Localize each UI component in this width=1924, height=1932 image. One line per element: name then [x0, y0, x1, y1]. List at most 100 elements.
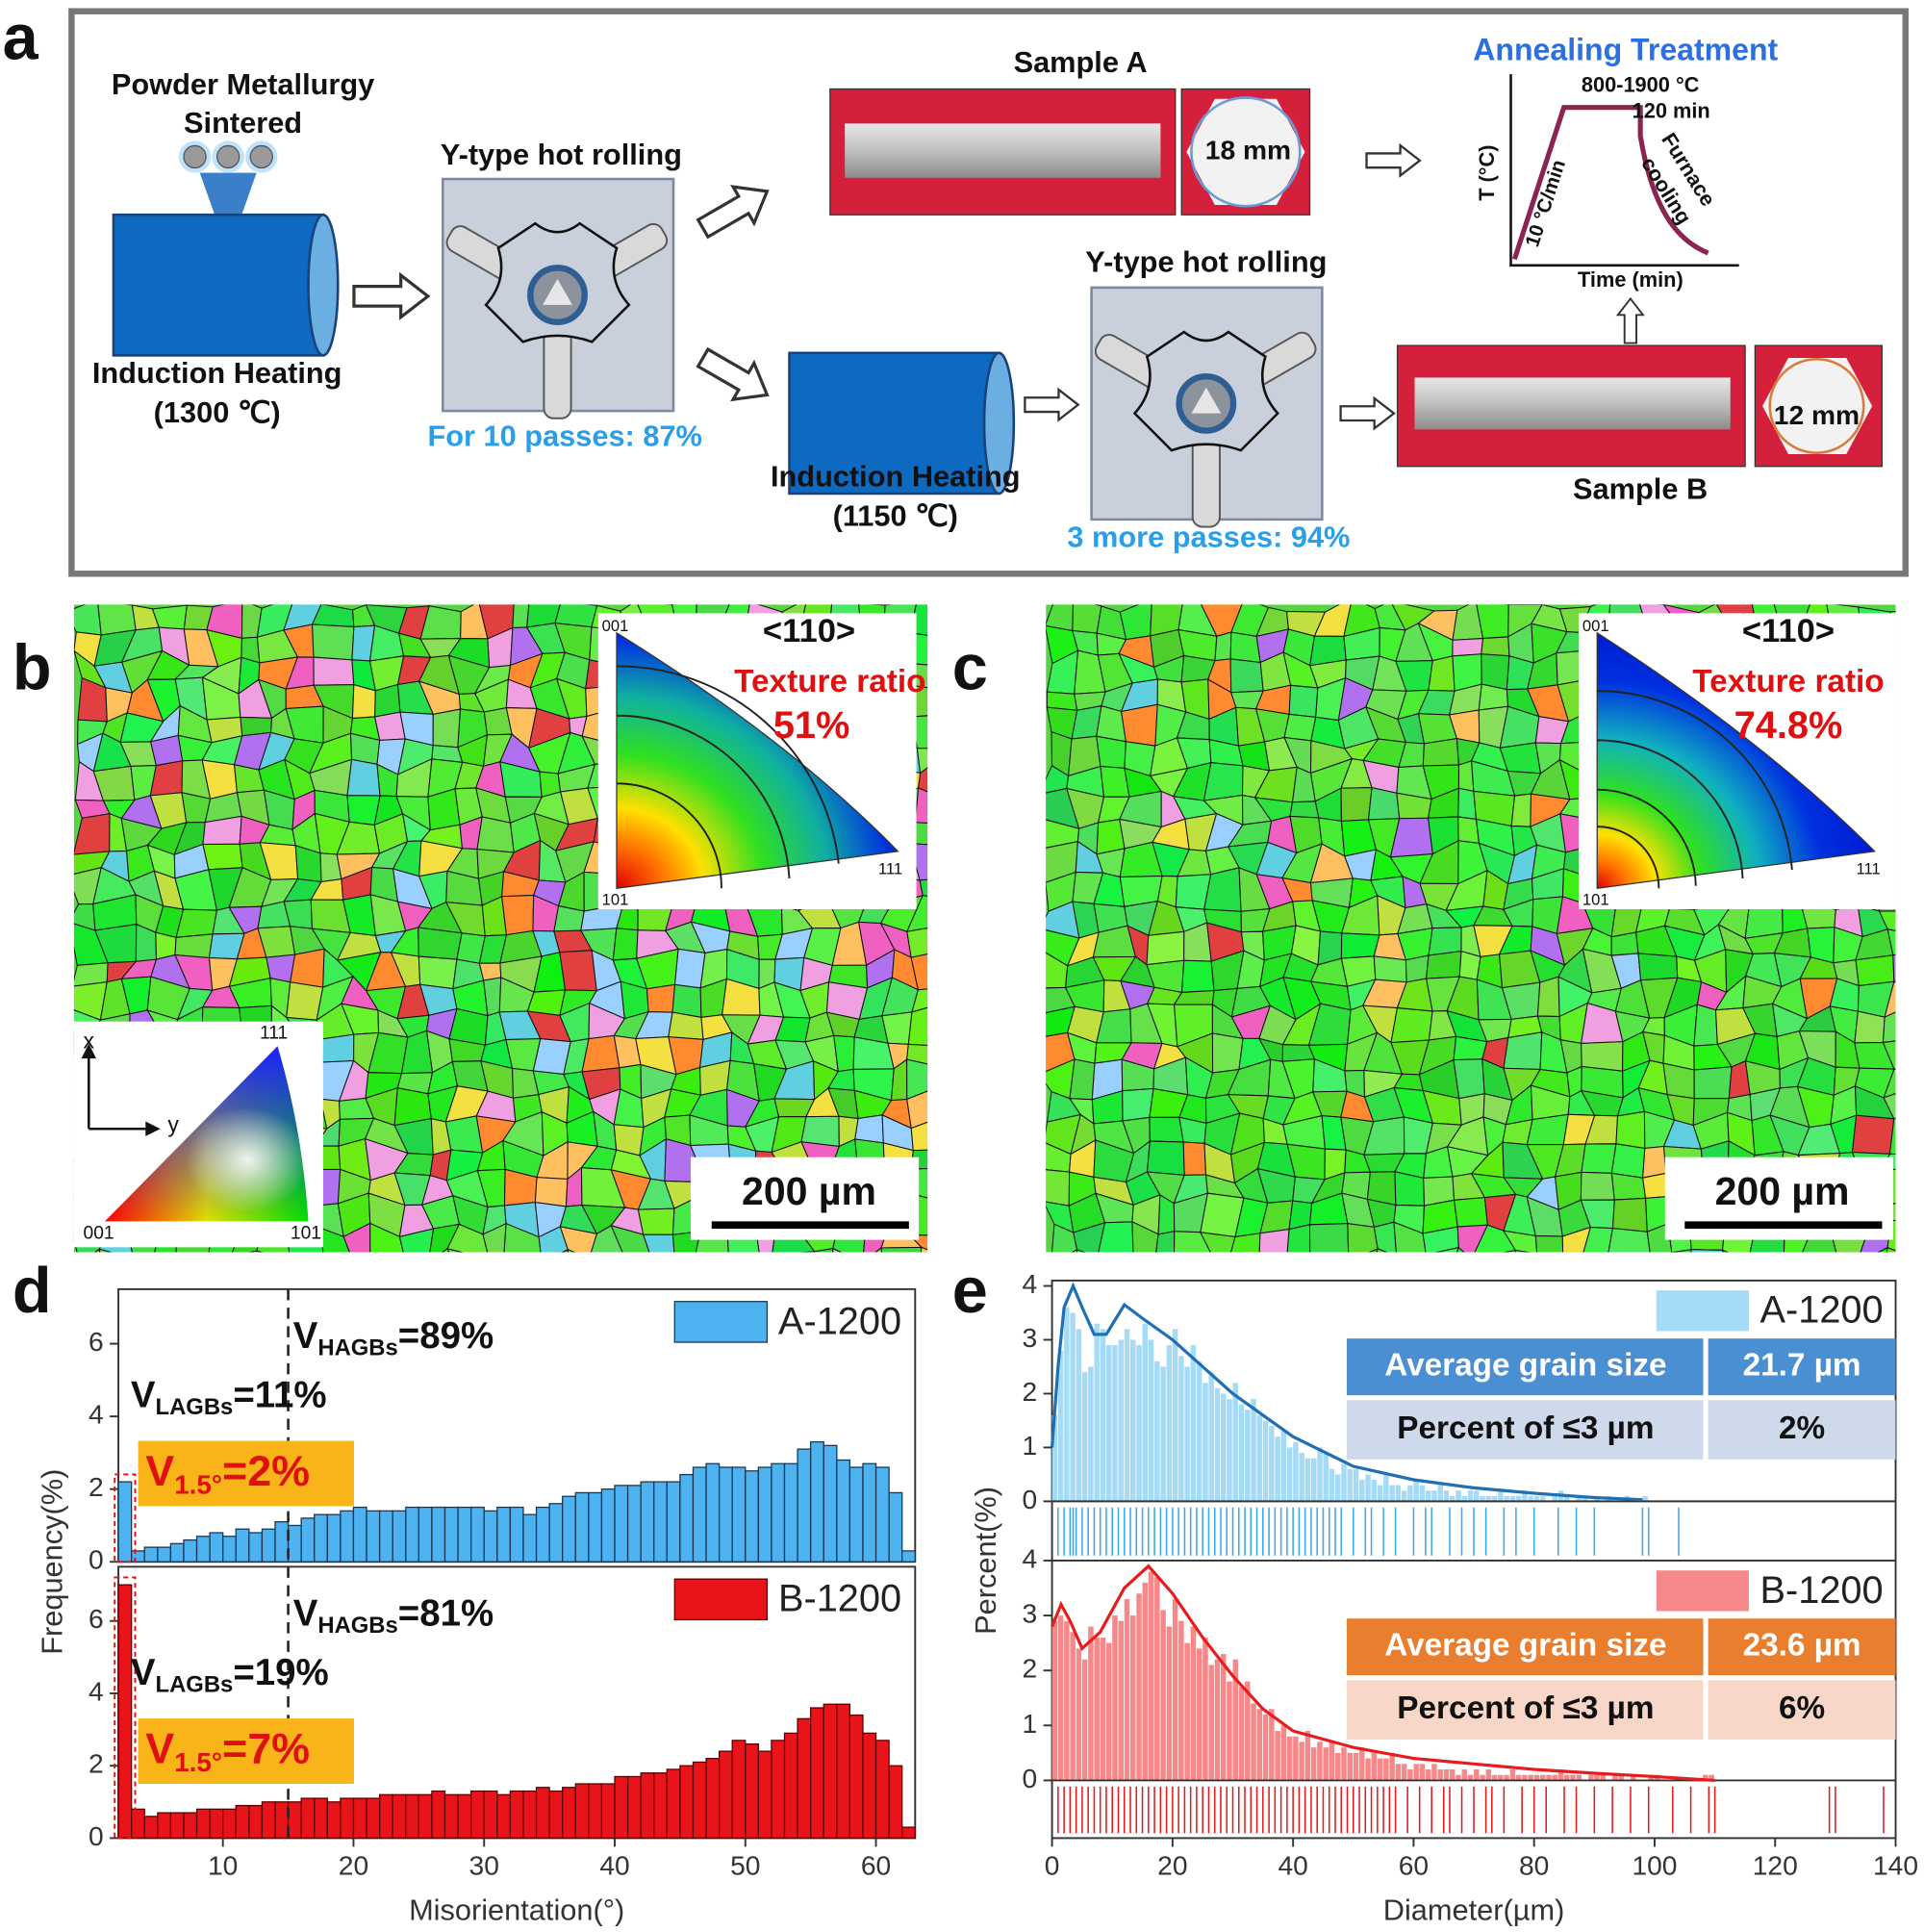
panel-label: a [3, 2, 39, 73]
bar [1552, 1495, 1557, 1502]
grain [1283, 713, 1317, 742]
bar [1154, 1577, 1160, 1781]
grain [1340, 787, 1373, 822]
grain [880, 1246, 923, 1253]
bar [1564, 1774, 1570, 1781]
grain [906, 895, 928, 932]
bar [888, 1765, 903, 1840]
bar [1443, 1769, 1450, 1781]
highlight [114, 1576, 137, 1840]
color-key [73, 1021, 323, 1248]
bar [1461, 1495, 1468, 1502]
grain [1610, 1172, 1647, 1201]
grain [561, 1248, 570, 1253]
bar [1136, 1593, 1142, 1781]
bar [483, 1790, 498, 1840]
bar [1407, 1769, 1413, 1781]
grain [1230, 1233, 1261, 1253]
bar [1528, 1495, 1533, 1502]
bar [1124, 1329, 1130, 1502]
grain [1919, 764, 1924, 800]
grain [1909, 850, 1924, 877]
y-tick-label: 2 [89, 1471, 104, 1502]
bar [588, 1491, 603, 1563]
bar [183, 1538, 198, 1563]
bar [248, 1804, 264, 1840]
bar [1323, 1747, 1329, 1781]
grain [1071, 1249, 1078, 1253]
ipf-corner: 111 [1856, 859, 1880, 877]
bar [1184, 1366, 1190, 1502]
grain [813, 1248, 834, 1253]
annotation-part: V [145, 1446, 174, 1495]
annotation-sub: LAGBs [156, 1395, 234, 1421]
table-text: Average grain size [1384, 1347, 1666, 1383]
bar [418, 1506, 433, 1563]
grain [1131, 1221, 1159, 1253]
bar [1256, 1414, 1263, 1502]
bar [1088, 1626, 1094, 1781]
bar [1124, 1598, 1130, 1781]
grain [914, 787, 928, 824]
scale-label: 200 µm [742, 1169, 876, 1213]
bar [1467, 1490, 1474, 1502]
grain [1721, 1249, 1729, 1253]
table-text: Percent of ≤3 µm [1397, 1690, 1654, 1726]
bar [1334, 1752, 1341, 1781]
y-tick-label: 1 [1023, 1430, 1038, 1461]
grain [1422, 738, 1459, 767]
bar [888, 1491, 903, 1563]
bar [366, 1797, 381, 1840]
ipf-corner: 101 [602, 890, 629, 908]
direction: <110> [1742, 613, 1835, 649]
bar [157, 1546, 172, 1563]
grain [1910, 1221, 1924, 1258]
bar [1094, 1637, 1100, 1781]
grain [637, 1208, 675, 1235]
bar [745, 1742, 759, 1840]
grain [1308, 1223, 1350, 1253]
bar [1136, 1345, 1142, 1502]
bar [718, 1750, 733, 1840]
bar [1317, 1741, 1323, 1781]
key-corner: 001 [84, 1223, 114, 1243]
bar [131, 1808, 145, 1840]
bar [823, 1703, 838, 1840]
bar [143, 1816, 159, 1840]
bar [836, 1703, 851, 1840]
grain [1453, 1058, 1485, 1100]
bar [1419, 1485, 1426, 1502]
label: For 10 passes: 87% [427, 419, 701, 452]
bar [731, 1740, 747, 1840]
grain [1855, 954, 1895, 987]
bar [1552, 1774, 1557, 1781]
bar [352, 1506, 367, 1563]
bar [1413, 1764, 1419, 1781]
grain [1452, 638, 1484, 657]
bar [1299, 1453, 1304, 1502]
bar [1310, 1458, 1317, 1502]
bar [614, 1775, 629, 1840]
bar [1612, 1774, 1618, 1781]
bar [405, 1793, 419, 1840]
y-tick-label: 6 [89, 1603, 104, 1634]
label: 120 min [1633, 99, 1710, 123]
bar [470, 1506, 485, 1563]
grain [906, 1090, 928, 1130]
grain [1096, 735, 1127, 769]
bar [1703, 1774, 1709, 1781]
grain [1405, 954, 1430, 983]
bar [522, 1513, 538, 1563]
bar [1509, 1769, 1516, 1781]
y-tick-label: 4 [89, 1399, 104, 1430]
grain [622, 1253, 650, 1289]
grain [482, 1222, 507, 1253]
grain [1076, 1249, 1086, 1253]
grain [943, 1231, 969, 1257]
label: (1300 ℃) [154, 395, 281, 429]
bar [1323, 1453, 1329, 1502]
bar [1498, 1490, 1504, 1502]
legend-swatch [673, 1578, 769, 1621]
bar [1431, 1764, 1437, 1781]
grain [1907, 1114, 1924, 1156]
